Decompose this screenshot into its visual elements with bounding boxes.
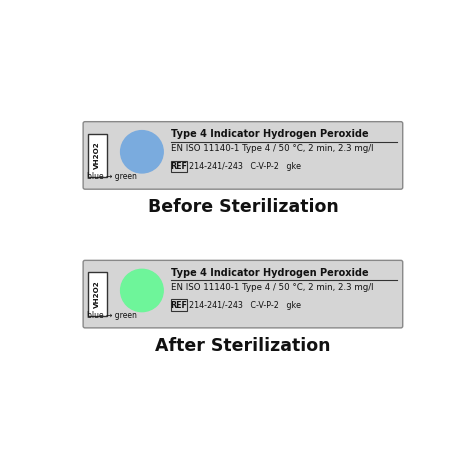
Text: REF: REF <box>170 162 187 171</box>
Text: VH2O2: VH2O2 <box>94 280 100 308</box>
Text: 214-241/-243   C-V-P-2   gke: 214-241/-243 C-V-P-2 gke <box>189 162 301 171</box>
Text: EN ISO 11140-1 Type 4 / 50 °C, 2 min, 2.3 mg/l: EN ISO 11140-1 Type 4 / 50 °C, 2 min, 2.… <box>171 283 374 292</box>
Text: 214-241/-243   C-V-P-2   gke: 214-241/-243 C-V-P-2 gke <box>189 301 301 310</box>
Text: After Sterilization: After Sterilization <box>155 337 331 355</box>
Circle shape <box>120 269 163 311</box>
Text: EN ISO 11140-1 Type 4 / 50 °C, 2 min, 2.3 mg/l: EN ISO 11140-1 Type 4 / 50 °C, 2 min, 2.… <box>171 145 374 154</box>
FancyBboxPatch shape <box>83 122 403 189</box>
Text: Before Sterilization: Before Sterilization <box>147 199 338 217</box>
FancyBboxPatch shape <box>171 299 187 311</box>
Text: Type 4 Indicator Hydrogen Peroxide: Type 4 Indicator Hydrogen Peroxide <box>171 129 369 139</box>
Text: Type 4 Indicator Hydrogen Peroxide: Type 4 Indicator Hydrogen Peroxide <box>171 268 369 278</box>
Text: blue → green: blue → green <box>87 172 137 181</box>
Text: REF: REF <box>170 301 187 310</box>
Text: blue → green: blue → green <box>87 311 137 320</box>
Circle shape <box>120 131 163 173</box>
FancyBboxPatch shape <box>88 134 107 177</box>
FancyBboxPatch shape <box>88 273 107 316</box>
FancyBboxPatch shape <box>171 161 187 172</box>
FancyBboxPatch shape <box>83 260 403 328</box>
Text: VH2O2: VH2O2 <box>94 142 100 169</box>
